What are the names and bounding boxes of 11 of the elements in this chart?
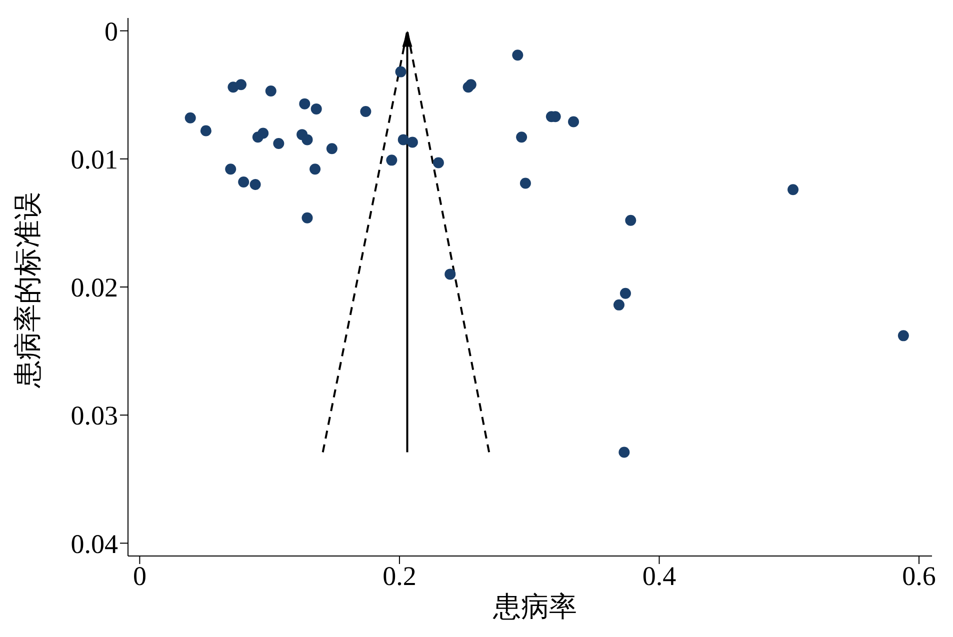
y-axis-title: 患病率的标准误 xyxy=(12,192,45,388)
y-tick-label: 0 xyxy=(104,16,118,46)
y-tick-label: 0.04 xyxy=(70,528,118,559)
x-tick-label: 0.4 xyxy=(642,561,677,592)
y-tick-label: 0.02 xyxy=(70,272,118,303)
x-tick-label: 0.2 xyxy=(382,561,416,592)
x-axis-title: 患病率 xyxy=(493,591,577,625)
y-tick-label: 0.03 xyxy=(70,400,118,431)
y-tick-label: 0.01 xyxy=(70,144,118,174)
x-tick-label: 0 xyxy=(132,561,146,592)
x-tick-label: 0.6 xyxy=(902,561,936,592)
